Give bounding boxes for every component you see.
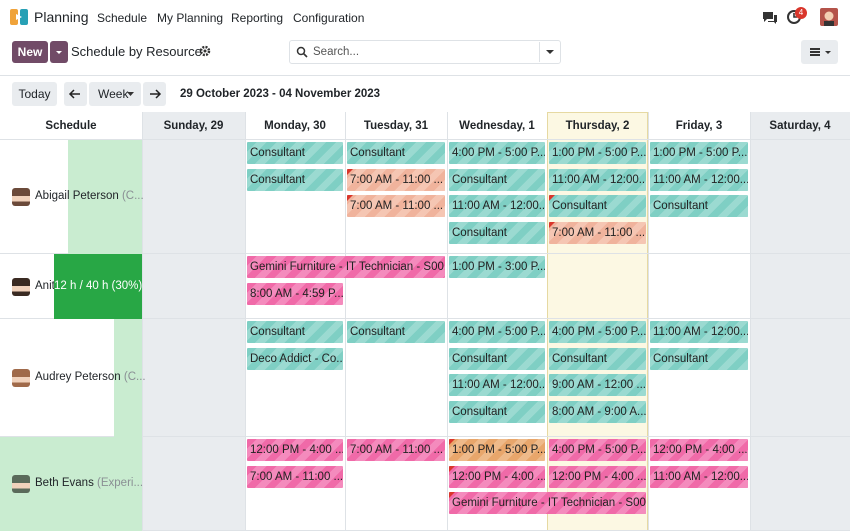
shift-pill[interactable]: Consultant — [650, 195, 748, 217]
day-header: Wednesday, 1 — [459, 120, 535, 132]
day-column — [750, 112, 850, 531]
shift-pill[interactable]: 1:00 PM - 5:00 P... — [650, 142, 748, 164]
view-switcher[interactable] — [801, 40, 838, 64]
shift-pill[interactable]: 11:00 AM - 12:00... — [549, 168, 646, 191]
progress-bar — [114, 319, 142, 437]
day-header: Monday, 30 — [264, 120, 326, 132]
shift-pill[interactable]: 1:00 PM - 5:00 P... — [449, 439, 545, 461]
shift-pill[interactable]: 7:00 AM - 11:00 ... — [247, 465, 343, 488]
shift-pill[interactable]: Consultant — [449, 221, 545, 244]
new-dropdown[interactable] — [50, 41, 68, 63]
resource-avatar — [12, 475, 30, 493]
shift-pill[interactable]: 4:00 PM - 5:00 P... — [449, 321, 545, 343]
shift-pill[interactable]: 7:00 AM - 11:00 ... — [347, 195, 445, 217]
resource-avatar — [12, 369, 30, 387]
shift-pill[interactable]: Consultant — [650, 347, 748, 370]
progress-bar — [68, 140, 142, 254]
shift-pill[interactable]: 1:00 PM - 5:00 P... — [549, 142, 646, 164]
shift-pill[interactable]: 12:00 PM - 4:00 ... — [549, 465, 646, 488]
resource-role: (C... — [121, 190, 144, 202]
menu-item[interactable]: Schedule — [97, 11, 148, 25]
chat-icon[interactable] — [762, 10, 778, 24]
shift-pill[interactable]: Consultant — [247, 168, 343, 191]
menu-item[interactable]: My Planning — [157, 11, 224, 25]
shift-pill[interactable]: Consultant — [247, 321, 343, 343]
scale-button[interactable]: Week — [89, 82, 141, 106]
row-border — [0, 436, 850, 437]
new-button[interactable]: New — [12, 41, 48, 63]
notification-badge: 4 — [795, 7, 807, 19]
shift-pill[interactable]: 1:00 PM - 3:00 P... — [449, 256, 545, 278]
app-name[interactable]: Planning — [34, 9, 89, 25]
today-button[interactable]: Today — [12, 82, 57, 106]
search-placeholder[interactable]: Search... — [313, 46, 360, 58]
shift-pill[interactable]: Consultant — [347, 321, 445, 343]
gantt: Sunday, 29 Monday, 30 Tuesday, 31 Wednesday… — [0, 112, 850, 531]
header-border — [0, 139, 850, 140]
gear-icon[interactable] — [199, 45, 211, 57]
search-icon — [296, 46, 308, 58]
shift-pill[interactable]: 12:00 PM - 4:00 ... — [449, 465, 545, 488]
shift-pill[interactable]: 11:00 AM - 12:00... — [650, 465, 748, 488]
scale-caret — [127, 92, 134, 96]
day-header: Friday, 3 — [675, 120, 723, 132]
user-avatar[interactable] — [820, 8, 838, 26]
shift-pill[interactable]: Consultant — [449, 168, 545, 191]
shift-pill[interactable]: 8:00 AM - 9:00 A... — [549, 400, 646, 423]
shift-pill[interactable]: Consultant — [549, 195, 646, 217]
shift-pill[interactable]: 11:00 AM - 12:00... — [449, 195, 545, 217]
menu-item[interactable]: Configuration — [293, 11, 365, 25]
shift-pill[interactable]: 7:00 AM - 11:00 ... — [347, 168, 445, 191]
shift-pill[interactable]: Gemini Furniture - IT Technician - S00..… — [247, 256, 445, 278]
search-toggle[interactable] — [539, 40, 561, 64]
shift-pill[interactable]: 4:00 PM - 5:00 P... — [449, 142, 545, 164]
shift-pill[interactable]: 4:00 PM - 5:00 P... — [549, 439, 646, 461]
shift-pill[interactable]: Consultant — [449, 400, 545, 423]
shift-pill[interactable]: Consultant — [247, 142, 343, 164]
view-title: Schedule by Resource — [71, 44, 202, 59]
shift-pill[interactable]: 11:00 AM - 12:00... — [650, 321, 748, 343]
shift-pill[interactable]: 11:00 AM - 12:00... — [650, 168, 748, 191]
shift-pill[interactable]: 7:00 AM - 11:00 ... — [549, 221, 646, 244]
next-button[interactable] — [143, 82, 166, 106]
resource-name: Anit — [35, 279, 55, 292]
prev-button[interactable] — [64, 82, 87, 106]
day-header: Tuesday, 31 — [363, 120, 429, 132]
resource-name: Beth Evans (Experi... — [35, 477, 144, 489]
date-range: 29 October 2023 - 04 November 2023 — [180, 88, 381, 100]
resource-avatar — [12, 188, 30, 206]
shift-pill[interactable]: Consultant — [347, 142, 445, 164]
shift-pill[interactable]: 4:00 PM - 5:00 P... — [549, 321, 646, 343]
row-border — [0, 253, 850, 254]
shift-pill[interactable]: 7:00 AM - 11:00 ... — [347, 439, 445, 461]
progress-label: 12 h / 40 h (30%) — [54, 279, 143, 292]
day-header: Saturday, 4 — [769, 120, 831, 132]
shift-pill[interactable]: 12:00 PM - 4:00 ... — [650, 439, 748, 461]
shift-pill[interactable]: Deco Addict - Co... — [247, 347, 343, 370]
search-box[interactable] — [289, 40, 561, 64]
resource-role: (Experi... — [97, 477, 144, 489]
resource-avatar — [12, 277, 30, 296]
menu-item[interactable]: Reporting — [231, 11, 284, 25]
day-header: Thursday, 2 — [565, 120, 630, 132]
app-logo — [10, 9, 28, 25]
day-column — [142, 112, 245, 531]
shift-pill[interactable]: 12:00 PM - 4:00 ... — [247, 439, 343, 461]
shift-pill[interactable]: Consultant — [449, 347, 545, 370]
resource-name: Audrey Peterson (C... — [35, 371, 146, 383]
progress-bar — [54, 254, 142, 319]
shift-pill[interactable]: 11:00 AM - 12:00... — [449, 374, 545, 396]
resource-name: Abigail Peterson (C... — [35, 190, 144, 202]
shift-pill[interactable]: 8:00 AM - 4:59 P... — [247, 282, 343, 305]
shift-pill[interactable]: Gemini Furniture - IT Technician - S00..… — [449, 492, 646, 514]
resource-role: (C... — [123, 371, 146, 383]
shift-pill[interactable]: 9:00 AM - 12:00 ... — [549, 374, 646, 396]
divider — [0, 75, 850, 76]
row-border — [0, 318, 850, 319]
shift-pill[interactable]: Consultant — [549, 347, 646, 370]
header-title: Schedule — [45, 120, 97, 132]
day-header: Sunday, 29 — [163, 120, 224, 132]
